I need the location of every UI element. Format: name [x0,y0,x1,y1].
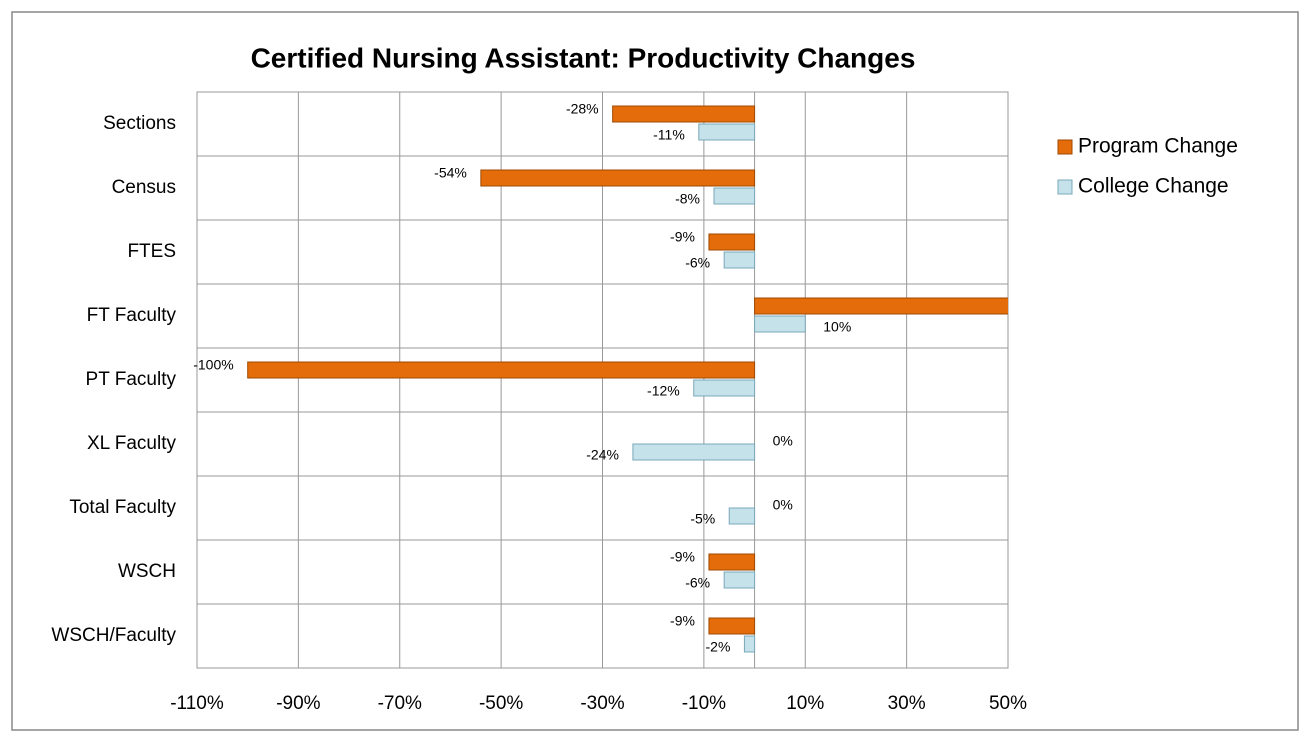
x-tick-label: -10% [682,693,726,714]
data-label: -2% [706,639,731,655]
bars [247,105,1008,653]
legend-swatch [1057,179,1073,195]
bar [743,635,756,653]
bar [723,251,756,269]
bar [612,105,756,123]
data-label: -6% [685,255,710,271]
y-tick-label: FTES [127,241,176,262]
data-label: -54% [434,165,467,181]
legend-swatch [1057,139,1073,155]
x-tick-label: 50% [989,693,1027,714]
bar [708,553,756,571]
y-tick-label: FT Faculty [87,305,177,326]
legend-label: College Change [1078,175,1229,198]
y-tick-label: XL Faculty [87,433,177,454]
bar [247,361,756,379]
x-tick-label: -110% [170,693,224,714]
bar [708,617,756,635]
data-label: -9% [670,613,695,629]
x-tick-label: -70% [378,693,422,714]
y-tick-label: Total Faculty [69,497,176,518]
data-label: -8% [675,191,700,207]
y-tick-label: PT Faculty [86,369,177,390]
y-tick-label: WSCH [118,561,176,582]
y-tick-label: Census [112,177,176,198]
data-label: -11% [653,127,685,143]
data-label: -12% [647,383,680,399]
data-label: -24% [586,447,619,463]
bar [708,233,756,251]
legend-label: Program Change [1078,135,1238,158]
x-tick-label: -30% [580,693,624,714]
bar [754,315,806,333]
data-label: -9% [670,229,695,245]
bar [698,123,756,141]
bar [480,169,756,187]
data-label: 0% [773,497,793,513]
x-tick-label: -90% [276,693,320,714]
data-label: 10% [823,319,851,335]
data-label: 0% [773,433,793,449]
chart-title: Certified Nursing Assistant: Productivit… [251,42,916,73]
bar [632,443,756,461]
y-tick-label: WSCH/Faculty [51,625,176,646]
data-label: -6% [685,575,710,591]
bar [728,507,756,525]
data-label: -5% [690,511,715,527]
bar [723,571,756,589]
y-tick-label: Sections [103,113,176,134]
x-tick-label: -50% [479,693,523,714]
data-label: -28% [566,101,599,117]
bar [693,379,756,397]
x-tick-label: 10% [786,693,824,714]
data-label: -9% [670,549,695,565]
data-label: -100% [193,357,233,373]
x-tick-label: 30% [888,693,926,714]
bar [754,297,1008,315]
bar [713,187,756,205]
